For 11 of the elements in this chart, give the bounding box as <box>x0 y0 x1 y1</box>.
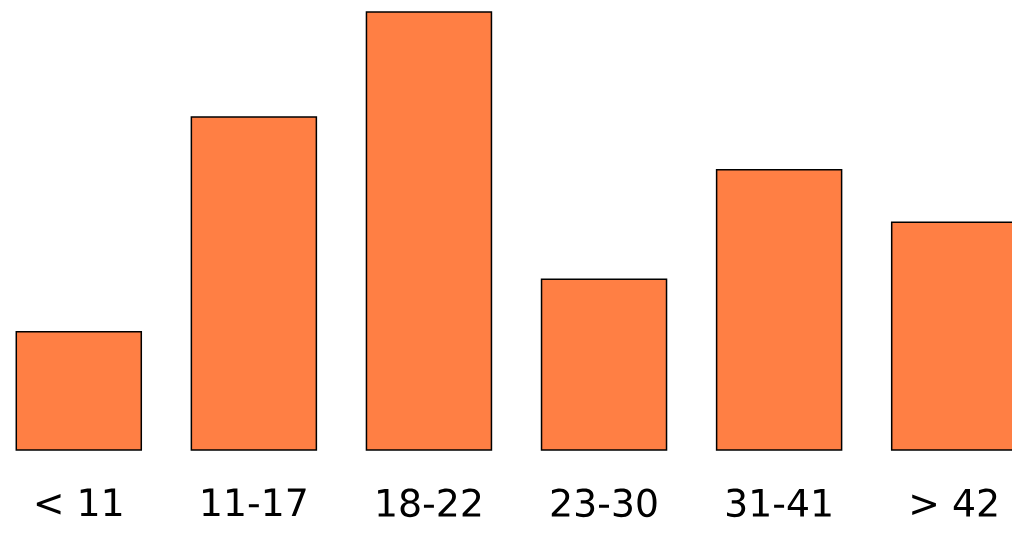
x-tick-label: 11-17 <box>203 488 306 517</box>
x-tick-label: > 42 <box>912 488 997 517</box>
bar <box>365 11 493 451</box>
bar <box>190 116 318 451</box>
bar <box>715 168 843 451</box>
x-tick-label: < 11 <box>36 488 122 517</box>
x-tick-label: 18-22 <box>378 488 481 518</box>
x-tick-label: 23-30 <box>551 488 657 518</box>
bar <box>15 330 143 451</box>
bar <box>540 278 668 451</box>
x-tick-label: 31-41 <box>727 488 831 518</box>
